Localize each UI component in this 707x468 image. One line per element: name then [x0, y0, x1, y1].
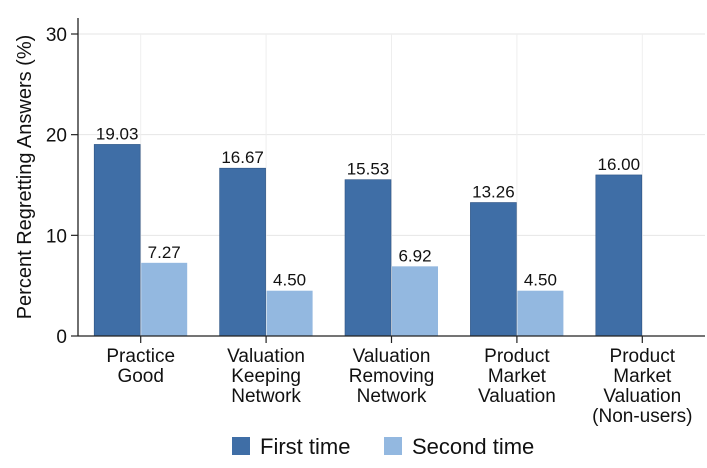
- bar-second-time: [392, 266, 438, 336]
- bar-value-label: 19.03: [96, 124, 139, 143]
- legend-swatch: [232, 437, 250, 455]
- bar-second-time: [517, 290, 564, 336]
- bar-value-label: 15.53: [347, 160, 390, 179]
- data-labels: 19.03 7.27 16.67 4.50 15.53 6.92 13.26 4.50 16.0…: [96, 124, 640, 289]
- category-labels: Practice Good Valuation Keeping Network Valua…: [106, 346, 692, 427]
- bar-second-time: [266, 290, 313, 336]
- bar-value-label: 13.26: [472, 183, 515, 202]
- bar-second-time: [141, 262, 188, 336]
- bar-value-label: 16.67: [221, 148, 264, 167]
- legend-label: Second time: [412, 434, 534, 459]
- bar-first-time: [344, 179, 392, 337]
- axes: [77, 18, 705, 343]
- bar-value-label: 4.50: [273, 271, 306, 290]
- legend: First time Second time: [232, 434, 534, 459]
- bar-first-time: [93, 144, 141, 337]
- legend-label: First time: [260, 434, 350, 459]
- gridlines: [71, 33, 705, 337]
- y-tick-labels: 0 10 20 30: [46, 25, 67, 348]
- legend-swatch: [384, 437, 402, 455]
- category-label: Valuation Removing Network: [349, 346, 435, 407]
- bar-value-label: 4.50: [524, 271, 557, 290]
- bar-value-label: 6.92: [398, 246, 431, 265]
- bar-value-label: 16.00: [598, 155, 641, 174]
- y-tick-label: 30: [46, 25, 67, 46]
- category-label: Product Market Valuation (Non-users): [592, 346, 692, 427]
- bars: [93, 144, 643, 337]
- category-label: Practice Good: [106, 346, 175, 387]
- y-axis-title: Percent Regretting Answers (%): [14, 35, 36, 320]
- bar-first-time: [470, 202, 517, 337]
- category-label: Valuation Keeping Network: [227, 346, 305, 407]
- y-tick-label: 0: [56, 327, 67, 348]
- y-tick-label: 20: [46, 126, 67, 147]
- bar-value-label: 7.27: [148, 243, 181, 262]
- y-tick-label: 10: [46, 226, 67, 247]
- bar-first-time: [595, 174, 643, 337]
- category-label: Product Market Valuation: [478, 346, 556, 407]
- bar-first-time: [219, 167, 266, 337]
